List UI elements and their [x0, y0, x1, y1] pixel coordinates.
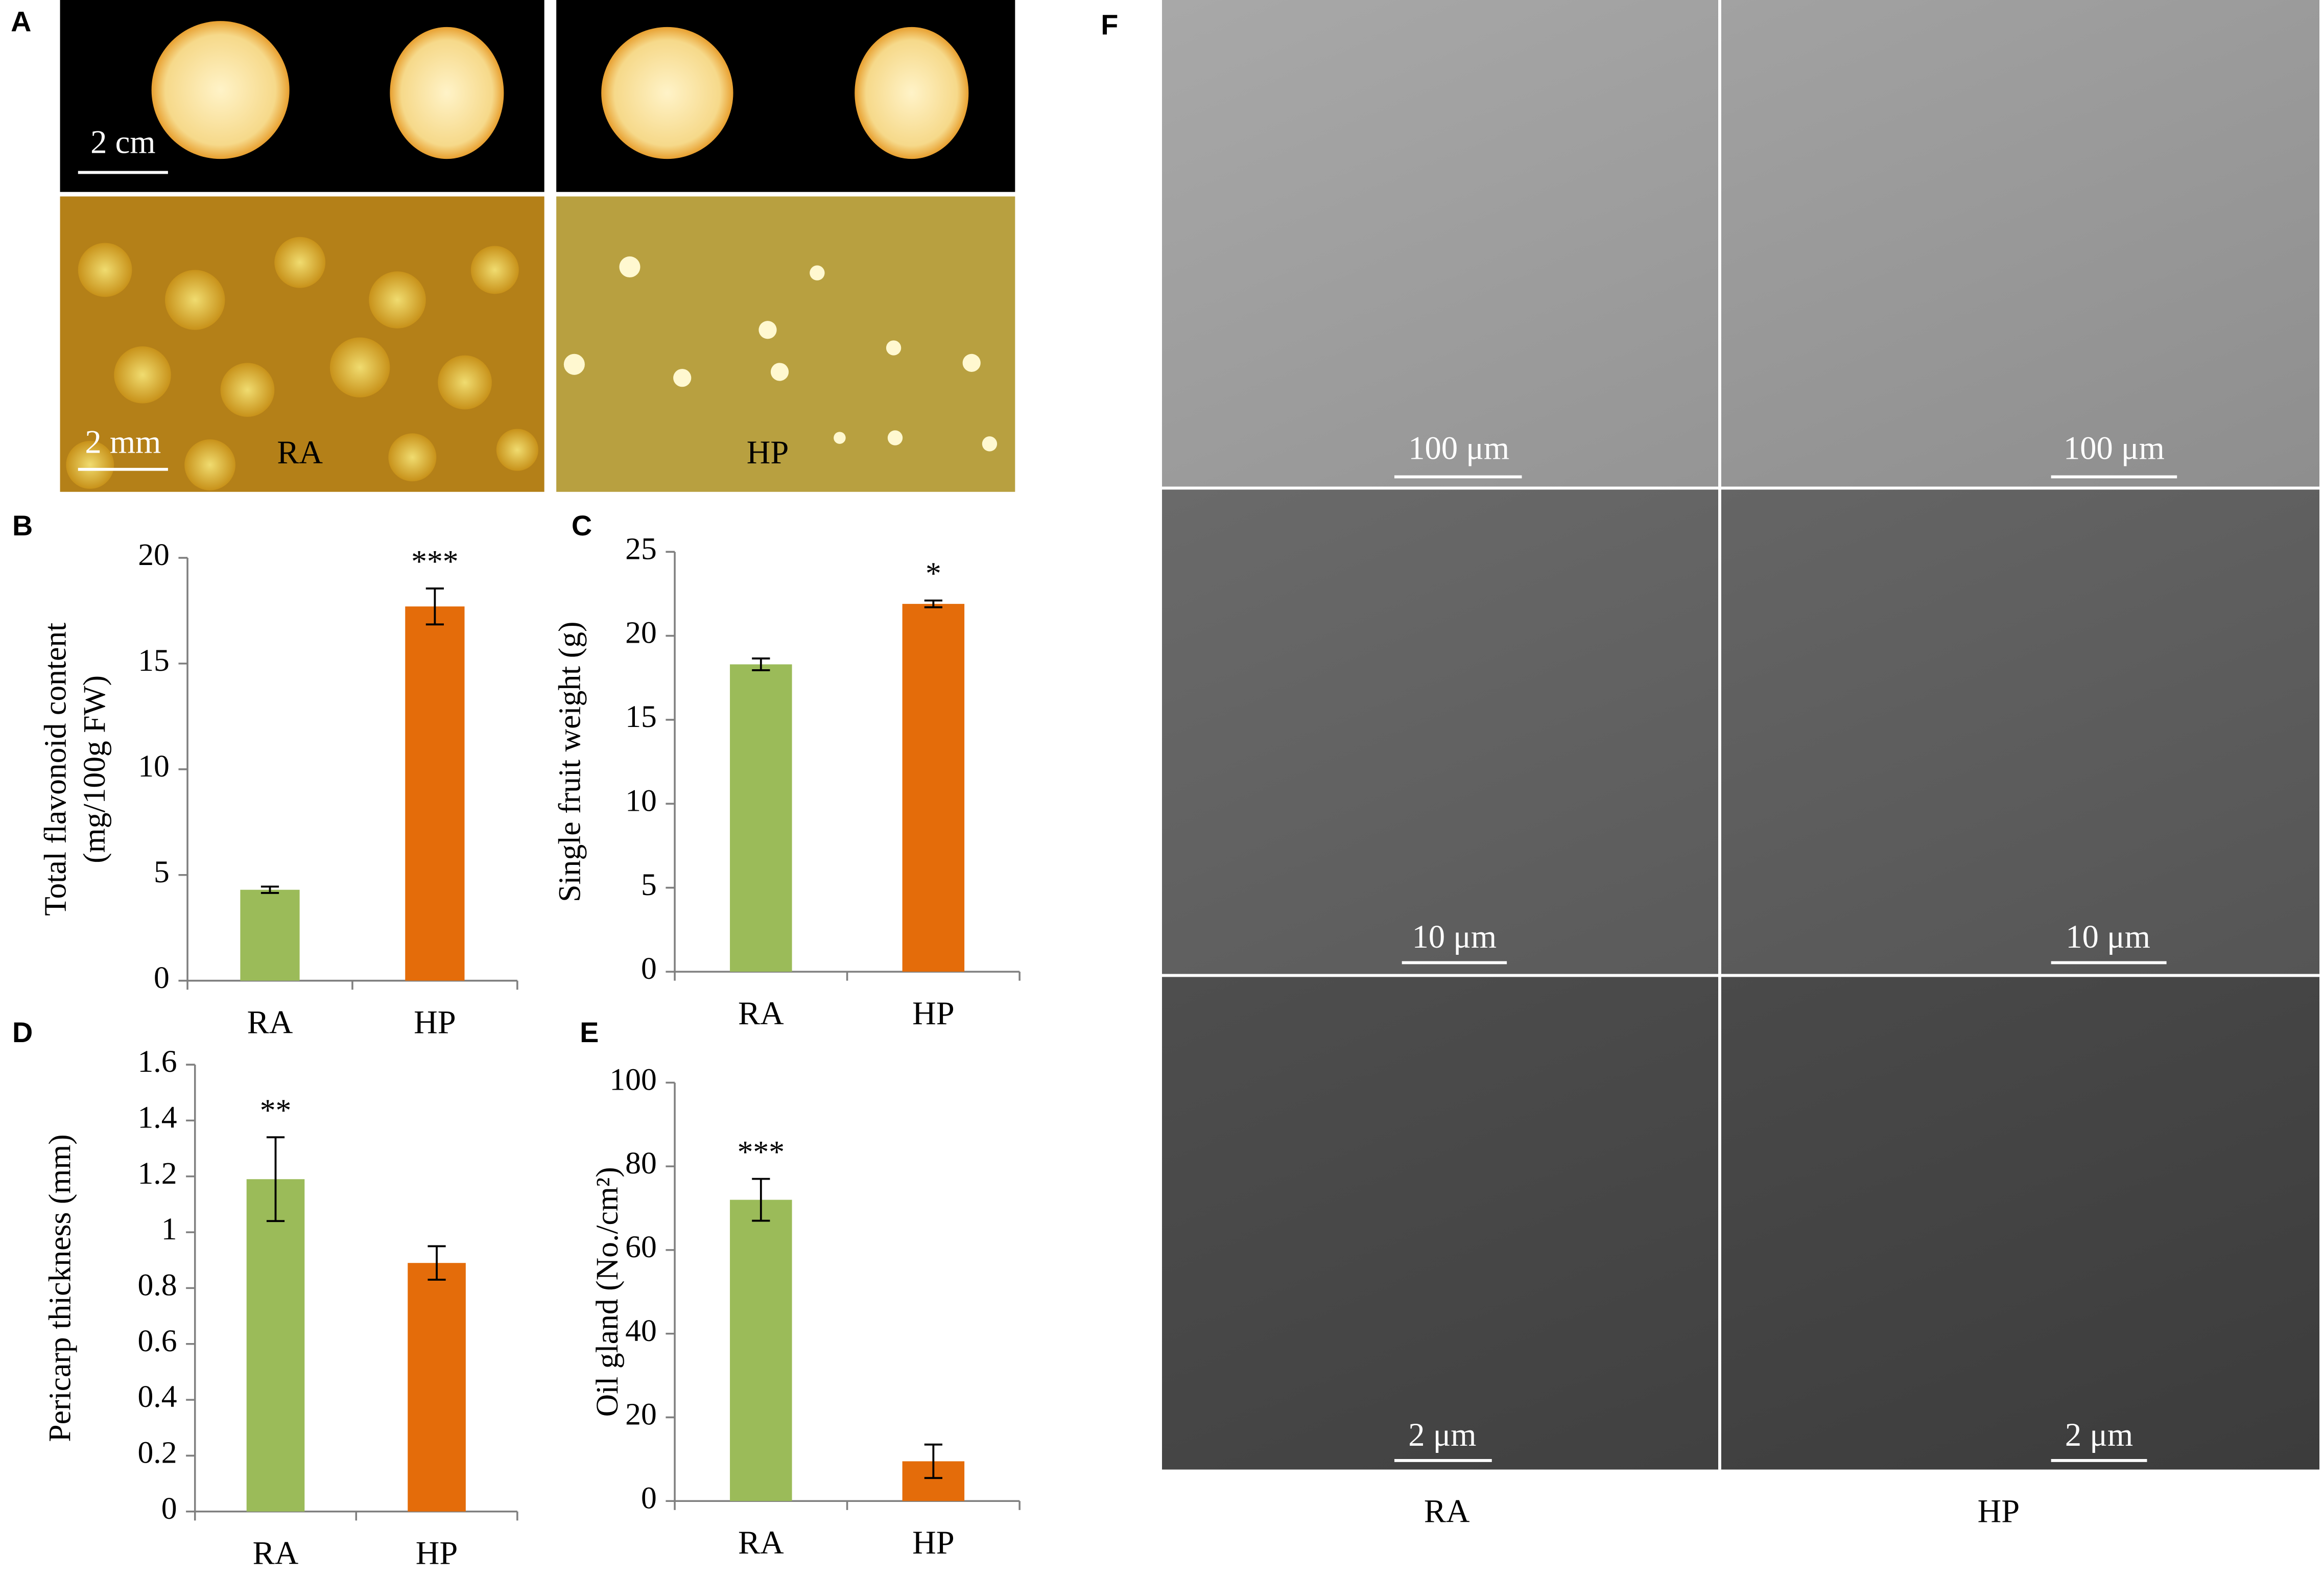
error-bar: [752, 1178, 770, 1222]
y-tick-label: 0: [641, 1480, 657, 1515]
scale-label: 2 μm: [2065, 1416, 2133, 1453]
y-tick-label: 100: [609, 1062, 656, 1097]
bar: [246, 1179, 305, 1512]
sample-label: HP: [1978, 1492, 2020, 1529]
scale-label: 100 μm: [2064, 429, 2165, 466]
scale-label: 2 mm: [85, 424, 161, 460]
x-tick-label: HP: [912, 995, 955, 1031]
y-axis-label: Oil gland (No./cm²): [590, 1167, 625, 1417]
y-tick-label: 0: [161, 1491, 177, 1526]
error-bar: [266, 1136, 285, 1222]
fruit: [390, 27, 504, 159]
panel-label: B: [12, 510, 33, 542]
y-tick-label: 15: [138, 643, 170, 678]
photo: [556, 196, 1015, 492]
y-tick-label: 80: [625, 1146, 657, 1181]
chart: B 0 5 10 15 20 Total flavonoid content (mg/100g…: [12, 510, 518, 1041]
x-tick-label: RA: [247, 1004, 293, 1041]
y-tick-label: 0: [154, 960, 170, 995]
y-tick-label: 5: [641, 867, 657, 902]
y-tick-label: 10: [625, 783, 657, 818]
y-axis-label: Total flavonoid content: [38, 623, 73, 916]
bar: [405, 606, 465, 981]
significance: *: [926, 556, 941, 591]
y-tick-label: 1.4: [137, 1100, 177, 1135]
y-tick-label: 20: [138, 537, 170, 572]
y-axis-label: Single fruit weight (g): [553, 621, 587, 902]
sample-label: RA: [277, 434, 323, 471]
chart: D 0 0.2 0.4 0.6 0.8 1 1.2 1.4 1.6 Pericarp thickne…: [12, 1017, 518, 1571]
y-tick-label: 0.8: [137, 1268, 177, 1303]
y-tick-label: 0: [641, 951, 657, 986]
y-tick-label: 15: [625, 699, 657, 734]
panel-label: F: [1101, 9, 1118, 41]
panel-label: C: [572, 510, 592, 542]
x-tick-label: RA: [738, 995, 784, 1031]
error-bar: [425, 587, 444, 626]
panel-label: E: [580, 1017, 599, 1048]
y-tick-label: 20: [625, 616, 657, 650]
y-tick-label: 1: [161, 1212, 177, 1246]
fruit: [151, 21, 290, 159]
bar: [730, 1199, 792, 1501]
sample-label: RA: [1424, 1492, 1470, 1529]
y-tick-label: 0.2: [137, 1436, 177, 1470]
y-tick-label: 1.6: [137, 1044, 177, 1079]
fruit: [601, 27, 733, 159]
y-axis-label: (mg/100g FW): [77, 675, 112, 863]
scale-label: 10 μm: [1412, 918, 1497, 955]
sample-label: HP: [747, 434, 789, 471]
panel-a: 2 cm 2 mm RA HP A: [11, 0, 1015, 492]
error-bar: [924, 1443, 942, 1479]
scale-bars: [1394, 475, 2177, 1462]
y-tick-label: 0.4: [137, 1379, 177, 1414]
x-tick-label: RA: [253, 1535, 299, 1571]
significance: **: [260, 1093, 292, 1127]
y-tick-label: 1.2: [137, 1156, 177, 1191]
y-tick-label: 0.6: [137, 1324, 177, 1358]
scale-label: 2 μm: [1408, 1416, 1476, 1453]
error-bar: [924, 599, 942, 608]
panel-label: A: [11, 6, 31, 38]
y-tick-label: 60: [625, 1230, 657, 1264]
significance: ***: [411, 544, 458, 579]
glands: [563, 256, 998, 452]
scale-label: 100 μm: [1408, 429, 1509, 466]
x-tick-label: RA: [738, 1524, 784, 1561]
y-tick-label: 20: [625, 1397, 657, 1432]
x-tick-label: HP: [416, 1535, 458, 1571]
bar: [730, 664, 792, 972]
bar: [902, 604, 965, 972]
chart: E 0 20 40 60 80 100 Oil gland (No./cm²) RA *** HP: [580, 1017, 1021, 1561]
bar: [240, 889, 300, 981]
y-axis-label: Pericarp thickness (mm): [43, 1134, 78, 1442]
fruit: [855, 27, 969, 159]
y-tick-label: 10: [138, 749, 170, 784]
x-tick-label: HP: [912, 1524, 955, 1561]
y-tick-label: 5: [154, 855, 170, 889]
scale-label: 2 cm: [90, 124, 155, 160]
glands: [66, 237, 538, 490]
panel-f: 100 μm 100 μm 10 μm 10 μm 2 μm 2 μm RA H…: [1101, 0, 2320, 1529]
bar: [408, 1263, 466, 1512]
micrograph: [1162, 488, 2320, 975]
scale-label: 10 μm: [2066, 918, 2150, 955]
micrograph: [1162, 976, 2320, 1470]
x-tick-label: HP: [414, 1004, 456, 1041]
error-bar: [752, 657, 770, 671]
error-bar: [428, 1245, 446, 1281]
y-tick-label: 40: [625, 1313, 657, 1348]
error-bar: [260, 885, 279, 894]
panel-label: D: [12, 1017, 33, 1048]
scale-labels: 100 μm 100 μm 10 μm 10 μm 2 μm 2 μm: [1408, 429, 2165, 1452]
y-tick-label: 25: [625, 531, 657, 566]
significance: ***: [738, 1135, 785, 1169]
micrograph: [1162, 0, 2320, 487]
chart: C 0 5 10 15 20 25 Single fruit weight (g) RA HP *: [553, 510, 1021, 1031]
